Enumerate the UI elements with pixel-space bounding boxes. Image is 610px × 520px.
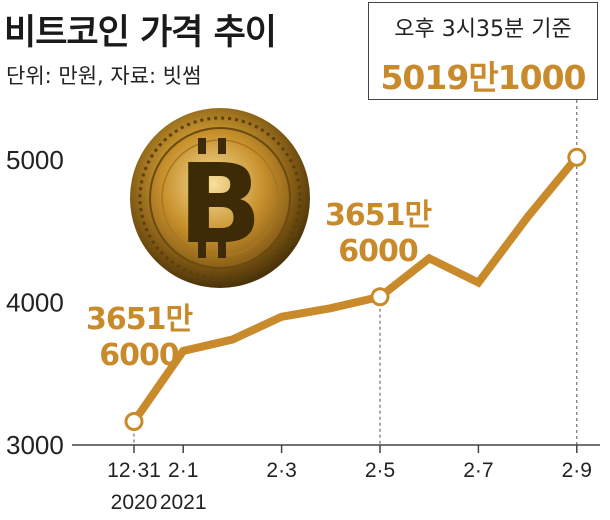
bitcoin-coin-icon: B [130, 108, 310, 288]
annotation-start: 3651만 6000 [86, 302, 193, 374]
x-tick-label: 2·9 [562, 459, 592, 482]
chart-subtitle: 단위: 만원, 자료: 빗썸 [6, 64, 202, 88]
y-tick-label: 4000 [6, 288, 64, 318]
y-tick-label: 5000 [6, 145, 64, 175]
annotation-mid: 3651만 6000 [325, 198, 432, 270]
x-tick-label: 2·1 [168, 459, 198, 482]
chart-title: 비트코인 가격 추이 [4, 13, 277, 53]
latest-price-callout: 오후 3시35분 기준 5019만1000 [368, 2, 598, 100]
callout-time: 오후 3시35분 기준 [394, 17, 572, 42]
y-tick-label: 3000 [6, 430, 64, 460]
x-tick-label: 2·3 [266, 459, 296, 482]
data-point-marker [124, 411, 144, 431]
data-point-marker [567, 147, 587, 167]
x-tick-label: 2·5 [365, 459, 395, 482]
x-tick-label: 2·7 [463, 459, 493, 482]
annotation-mid-line1: 3651만 [325, 198, 432, 233]
annotation-start-line2: 6000 [99, 338, 180, 373]
x-tick-year-label: 2020 [111, 491, 158, 514]
x-tick-label: 12·31 [107, 459, 161, 482]
annotation-start-line1: 3651만 [86, 302, 193, 337]
callout-value: 5019만1000 [380, 58, 586, 97]
price-series-line [130, 154, 580, 424]
x-tick-year-label: 2021 [160, 491, 207, 514]
data-point-marker [370, 287, 390, 307]
annotation-mid-line2: 6000 [338, 234, 419, 269]
